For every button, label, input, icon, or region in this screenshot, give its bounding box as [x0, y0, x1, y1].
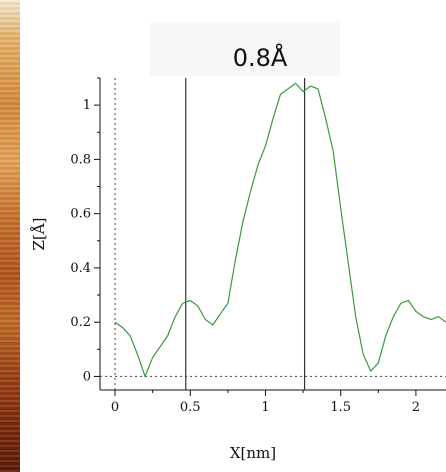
afm-image-strip: [0, 0, 20, 472]
y-axis-label: Z[Å]: [30, 218, 48, 251]
chart-title: 0.8Å: [232, 44, 288, 72]
x-tick-label: 0.5: [180, 400, 201, 415]
x-axis-label: X[nm]: [230, 444, 276, 462]
y-tick-label: 0.6: [70, 207, 91, 222]
x-tick-label: 1.5: [330, 400, 351, 415]
y-tick-label: 1: [83, 98, 91, 113]
y-tick-label: 0.4: [70, 261, 91, 276]
y-tick-label: 0.2: [70, 315, 91, 330]
series-line-1: [114, 82, 446, 379]
y-tick-label: 0.8: [70, 152, 91, 167]
chart-axes: [99, 78, 446, 391]
title-backdrop: [150, 22, 340, 76]
x-tick-label: 1: [261, 400, 269, 415]
y-tick-label: 0: [83, 369, 91, 384]
x-tick-label: 2: [412, 400, 420, 415]
x-tick-label: 0: [111, 400, 119, 415]
